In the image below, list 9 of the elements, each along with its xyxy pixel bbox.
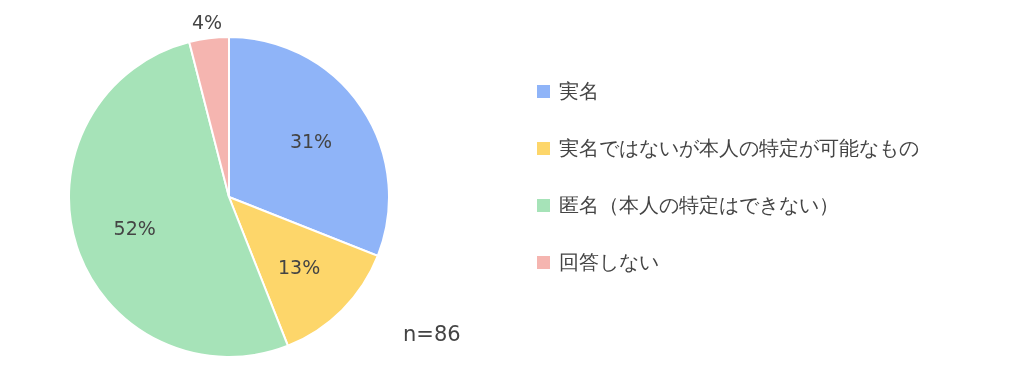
data-label: 31%: [289, 130, 333, 153]
data-label: 52%: [113, 216, 156, 239]
legend-label: 実名ではないが本人の特定が可能なもの: [559, 136, 919, 160]
legend-label: 実名: [559, 79, 599, 103]
text: n=86: [403, 322, 461, 346]
data-label: 13%: [278, 256, 321, 279]
legend-label: 匿名（本人の特定はできない）: [559, 193, 839, 217]
data-label: 4%: [191, 11, 223, 34]
legend-label: 回答しない: [559, 250, 659, 274]
